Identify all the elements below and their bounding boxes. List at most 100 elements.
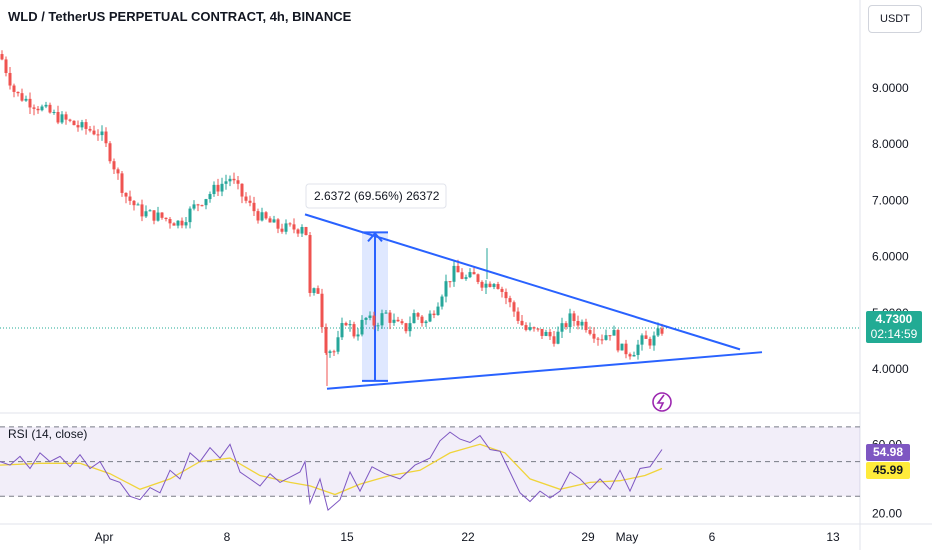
candle-body xyxy=(648,338,652,346)
candle-body xyxy=(564,323,568,328)
time-tick-label: 6 xyxy=(709,530,716,544)
candle-body xyxy=(80,122,84,128)
candle-body xyxy=(292,224,296,230)
candle-body xyxy=(284,223,288,232)
candle-body xyxy=(440,296,444,307)
time-tick-label: May xyxy=(616,530,639,544)
candle-body xyxy=(180,220,184,226)
candle-body xyxy=(28,98,32,108)
candle-body xyxy=(508,298,512,303)
candle-body xyxy=(340,323,344,338)
candle-body xyxy=(16,91,20,94)
candle-body xyxy=(356,334,360,337)
candle-body xyxy=(188,208,192,223)
candle-body xyxy=(320,293,324,328)
candle-body xyxy=(652,335,656,346)
candle-body xyxy=(244,196,248,201)
candle-body xyxy=(252,202,256,212)
candle-body xyxy=(296,229,300,234)
candle-body xyxy=(644,335,648,339)
candle-body xyxy=(248,200,252,203)
candle-body xyxy=(100,131,104,136)
candle-body xyxy=(44,104,48,107)
candle-body xyxy=(492,284,496,287)
candle-body xyxy=(196,204,200,206)
candle-body xyxy=(268,218,272,223)
candle-body xyxy=(604,335,608,340)
candle-body xyxy=(528,327,532,330)
time-tick-label: 22 xyxy=(461,530,475,544)
time-tick-label: 29 xyxy=(581,530,595,544)
candle-body xyxy=(60,114,64,123)
candle-body xyxy=(128,196,132,201)
candle-body xyxy=(368,315,372,318)
candle-body xyxy=(456,265,460,273)
candle-body xyxy=(204,199,208,206)
candle-body xyxy=(556,331,560,344)
candle-body xyxy=(396,319,400,322)
trend-layer[interactable] xyxy=(304,213,763,390)
candle-body xyxy=(416,313,420,317)
candle-body xyxy=(464,277,468,279)
candle-body xyxy=(484,283,488,288)
countdown-value: 02:14:59 xyxy=(870,327,918,341)
candle-body xyxy=(364,317,368,320)
candle-body xyxy=(276,219,280,229)
candle-body xyxy=(488,283,492,287)
time-tick-label: 13 xyxy=(826,530,840,544)
candle-body xyxy=(84,122,88,129)
rsi-tick-label: 20.00 xyxy=(872,507,902,521)
candle-body xyxy=(328,351,332,353)
candle-body xyxy=(404,323,408,332)
candle-body xyxy=(568,313,572,328)
candle-body xyxy=(632,354,636,357)
candle-body xyxy=(500,288,504,292)
candle-body xyxy=(116,169,120,174)
candle-body xyxy=(372,315,376,326)
candle-body xyxy=(612,330,616,336)
measure-label-text: 2.6372 (69.56%) 26372 xyxy=(314,189,440,203)
candle-body xyxy=(512,302,516,312)
candle-body xyxy=(256,211,260,221)
candle-body xyxy=(600,339,604,341)
candle-body xyxy=(168,219,172,224)
candle-body xyxy=(64,114,68,120)
candle-body xyxy=(164,217,168,220)
candle-body xyxy=(228,178,232,182)
time-tick-label: Apr xyxy=(95,530,114,544)
candle-body xyxy=(628,354,632,357)
price-tick-label: 6.0000 xyxy=(872,250,909,264)
candle-body xyxy=(376,325,380,327)
candle-body xyxy=(324,327,328,353)
candle-body xyxy=(32,107,36,109)
candle-body xyxy=(192,204,196,209)
candle-body xyxy=(316,288,320,294)
candle-body xyxy=(148,210,152,212)
candle-body xyxy=(96,134,100,136)
candle-body xyxy=(548,331,552,337)
candle-body xyxy=(52,111,56,113)
candle-body xyxy=(160,212,164,218)
time-tick-label: 15 xyxy=(340,530,354,544)
candle-body xyxy=(124,192,128,197)
upper-trendline xyxy=(304,213,741,351)
candle-body xyxy=(412,313,416,324)
candle-body xyxy=(616,330,620,351)
candle-body xyxy=(348,324,352,326)
last-price-value: 4.7300 xyxy=(875,312,913,326)
candle-body xyxy=(660,328,664,334)
rsi-ma-line xyxy=(0,443,663,496)
candle-body xyxy=(260,212,264,221)
candle-body xyxy=(388,312,392,323)
currency-button[interactable]: USDT xyxy=(868,5,922,33)
candle-body xyxy=(472,272,476,275)
rsi-ma-value-badge: 45.99 xyxy=(866,462,910,479)
candle-body xyxy=(540,328,544,336)
candle-body xyxy=(504,291,508,299)
rsi-layer xyxy=(0,426,860,512)
candle-body xyxy=(428,313,432,322)
alert-icon xyxy=(652,392,672,412)
candle-body xyxy=(656,328,660,336)
candle-body xyxy=(424,321,428,324)
